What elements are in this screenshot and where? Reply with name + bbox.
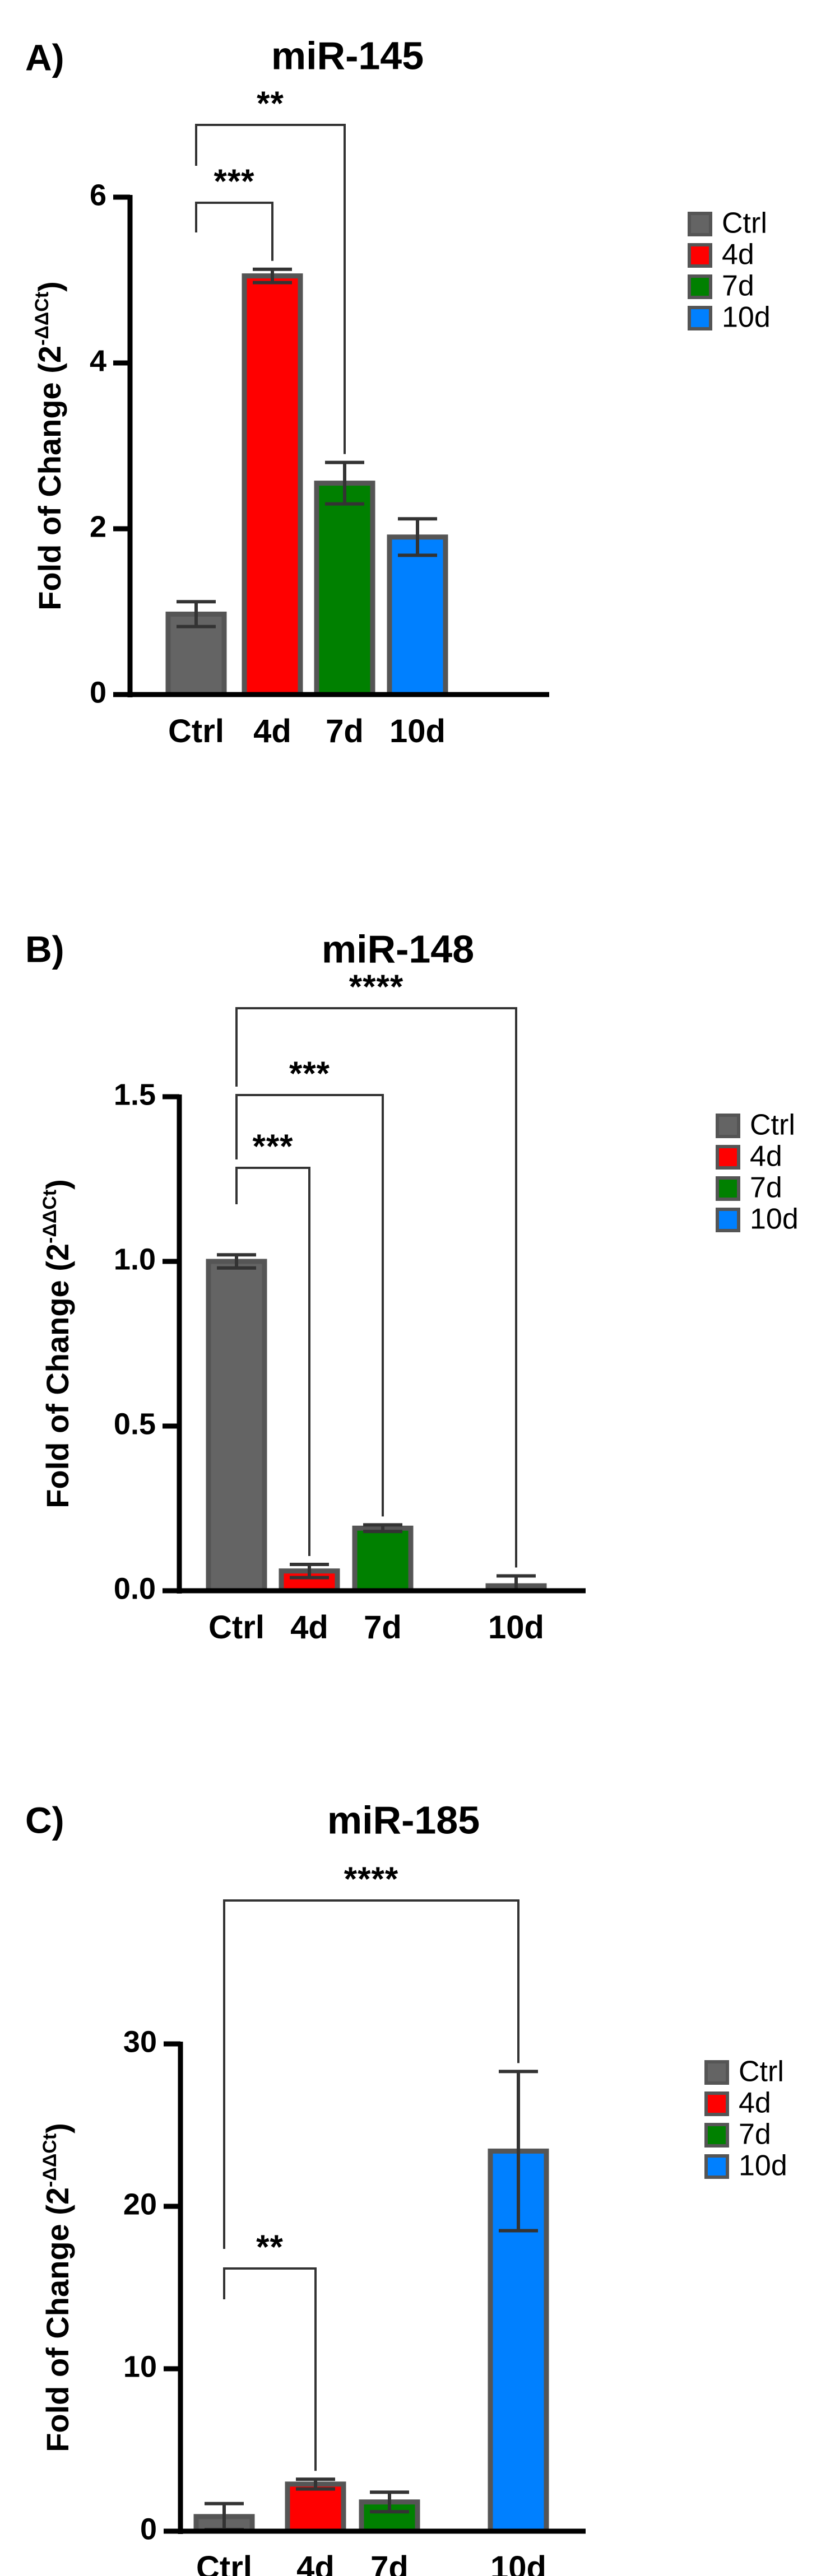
significance-bracket bbox=[195, 202, 273, 261]
bar-4d bbox=[285, 2481, 346, 2534]
significance-label: *** bbox=[252, 1128, 293, 1165]
significance-label: *** bbox=[289, 1055, 330, 1092]
legend-swatch-10d bbox=[688, 306, 712, 330]
legend-label: Ctrl bbox=[750, 1109, 795, 1142]
legend-label: Ctrl bbox=[722, 207, 767, 240]
significance-label: **** bbox=[344, 1860, 398, 1898]
y-tick-label: 0.5 bbox=[114, 1407, 156, 1441]
x-tick-label: 10d bbox=[389, 713, 446, 749]
legend-swatch-10d bbox=[704, 2154, 729, 2179]
x-tick-label: Ctrl bbox=[208, 1609, 265, 1646]
significance-label: ** bbox=[257, 85, 284, 122]
legend-label: 10d bbox=[722, 301, 771, 334]
significance-label: **** bbox=[349, 968, 403, 1005]
significance-bracket bbox=[223, 2267, 317, 2471]
x-tick-label: 7d bbox=[326, 713, 364, 749]
y-tick-label: 4 bbox=[90, 344, 106, 378]
y-tick-label: 0 bbox=[140, 2512, 157, 2546]
y-tick-label: 0 bbox=[90, 676, 106, 709]
legend-label: 7d bbox=[750, 1172, 782, 1204]
panel-label: A) bbox=[25, 36, 64, 78]
bar-7d bbox=[352, 1525, 414, 1594]
legend-label: 10d bbox=[750, 1203, 799, 1236]
significance-label: *** bbox=[214, 162, 254, 200]
significance-bracket bbox=[235, 1094, 384, 1517]
y-axis-label: Fold of Change (2-ΔΔCt) bbox=[31, 281, 67, 611]
bar-ctrl bbox=[206, 1259, 267, 1594]
x-tick-label: 7d bbox=[364, 1609, 402, 1646]
significance-bracket bbox=[223, 1899, 519, 2249]
chart-title: miR-148 bbox=[322, 927, 474, 971]
x-tick-label: 4d bbox=[290, 1609, 328, 1646]
y-tick-label: 30 bbox=[123, 2025, 157, 2058]
x-tick-label: 10d bbox=[488, 1609, 544, 1646]
legend-label: 4d bbox=[739, 2087, 771, 2120]
y-tick-label: 10 bbox=[123, 2350, 157, 2383]
y-tick-label: 0.0 bbox=[114, 1572, 156, 1605]
panel-label: C) bbox=[25, 1799, 64, 1841]
legend-swatch-ctrl bbox=[688, 212, 712, 236]
bar-4d bbox=[242, 273, 303, 697]
chart-title: miR-145 bbox=[271, 34, 424, 77]
x-tick-label: 7d bbox=[370, 2550, 409, 2576]
legend-label: 7d bbox=[739, 2118, 771, 2151]
y-tick-label: 1.0 bbox=[114, 1242, 156, 1276]
legend-label: 4d bbox=[750, 1140, 782, 1173]
y-axis-label: Fold of Change (2-ΔΔCt) bbox=[39, 2123, 75, 2452]
significance-bracket bbox=[235, 1007, 517, 1568]
legend-label: 4d bbox=[722, 239, 754, 271]
legend-swatch-10d bbox=[716, 1208, 740, 1232]
x-tick-label: 4d bbox=[253, 713, 291, 749]
y-axis-label: Fold of Change (2-ΔΔCt) bbox=[39, 1179, 75, 1508]
legend-label: 7d bbox=[722, 270, 754, 302]
x-tick-label: Ctrl bbox=[168, 713, 224, 749]
bar-10d bbox=[387, 534, 448, 697]
x-tick-label: 4d bbox=[296, 2550, 335, 2576]
panel-label: B) bbox=[25, 928, 64, 970]
chart-title: miR-185 bbox=[327, 1798, 480, 1842]
y-tick-label: 1.5 bbox=[114, 1078, 156, 1111]
legend-swatch-ctrl bbox=[716, 1114, 740, 1138]
significance-bracket bbox=[195, 124, 346, 454]
significance-bracket bbox=[235, 1167, 310, 1556]
y-tick-label: 2 bbox=[90, 510, 106, 543]
legend-swatch-4d bbox=[704, 2091, 729, 2116]
legend-swatch-7d bbox=[688, 274, 712, 299]
legend-label: 10d bbox=[739, 2150, 787, 2182]
legend-swatch-4d bbox=[688, 243, 712, 268]
legend-swatch-7d bbox=[704, 2123, 729, 2148]
bar-7d bbox=[314, 481, 375, 697]
legend-label: Ctrl bbox=[739, 2056, 784, 2088]
significance-label: ** bbox=[256, 2228, 284, 2266]
y-tick-label: 6 bbox=[90, 178, 106, 212]
x-tick-label: Ctrl bbox=[196, 2550, 252, 2576]
x-tick-label: 10d bbox=[490, 2550, 546, 2576]
legend-swatch-7d bbox=[716, 1176, 740, 1201]
y-tick-label: 20 bbox=[123, 2187, 157, 2221]
legend-swatch-4d bbox=[716, 1145, 740, 1170]
legend-swatch-ctrl bbox=[704, 2060, 729, 2085]
